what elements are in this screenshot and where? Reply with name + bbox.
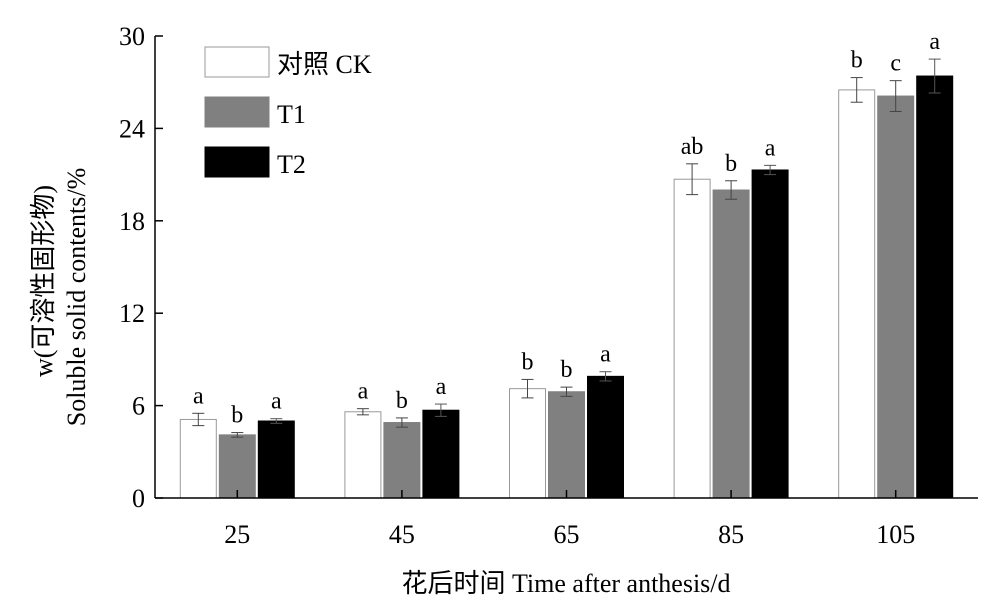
bar	[344, 411, 382, 499]
significance-letter: c	[890, 51, 901, 77]
x-tick-label: 25	[224, 520, 250, 549]
x-tick-label: 45	[389, 520, 415, 549]
legend-label: T2	[277, 150, 306, 179]
bar	[916, 75, 954, 499]
significance-letter: a	[765, 135, 776, 161]
legend-swatch	[204, 46, 270, 78]
y-axis-label-line2: Soluble solid contents/%	[62, 168, 91, 427]
significance-letter: b	[561, 357, 573, 383]
significance-letter: a	[358, 379, 369, 405]
significance-letter: b	[851, 48, 863, 74]
legend-label: T1	[277, 100, 306, 129]
bar	[751, 169, 789, 499]
bar	[422, 409, 460, 499]
y-tick-label: 18	[119, 207, 145, 236]
y-tick-label: 6	[132, 392, 145, 421]
x-axis-label: 花后时间 Time after anthesis/d	[401, 569, 730, 598]
bar	[509, 388, 546, 499]
legend-label: 对照 CK	[277, 50, 372, 79]
significance-letter: ab	[681, 134, 704, 160]
bar	[838, 89, 876, 499]
bar	[548, 391, 585, 499]
bar	[673, 178, 711, 499]
y-tick-label: 0	[132, 484, 145, 513]
bar	[257, 420, 295, 499]
legend-swatch	[204, 96, 270, 128]
bar	[218, 434, 256, 499]
significance-letter: b	[396, 388, 408, 414]
y-tick-label: 30	[119, 22, 145, 51]
significance-letter: a	[436, 374, 447, 400]
significance-letter: a	[193, 383, 204, 409]
y-tick-label: 24	[119, 114, 145, 143]
bar	[383, 422, 421, 499]
bar	[587, 375, 624, 499]
bar	[712, 189, 750, 499]
x-tick-label: 85	[718, 520, 744, 549]
significance-letter: b	[725, 151, 737, 177]
bar	[179, 418, 217, 499]
x-tick-label: 105	[876, 520, 915, 549]
y-axis-label-line1: w(可溶性固形物)	[29, 185, 58, 377]
x-tick-label: 65	[554, 520, 580, 549]
bar	[877, 95, 915, 499]
y-tick-label: 12	[119, 299, 145, 328]
legend: 对照 CK T1 T2	[204, 46, 372, 179]
legend-swatch	[204, 146, 270, 178]
significance-letter: a	[271, 389, 282, 415]
significance-letter: b	[522, 349, 534, 375]
significance-letter: a	[929, 29, 940, 55]
significance-letter: a	[600, 342, 611, 368]
significance-letter: b	[231, 403, 243, 429]
axes: 0 6 12 18 24 30 25 45 65 85 105	[119, 22, 978, 549]
